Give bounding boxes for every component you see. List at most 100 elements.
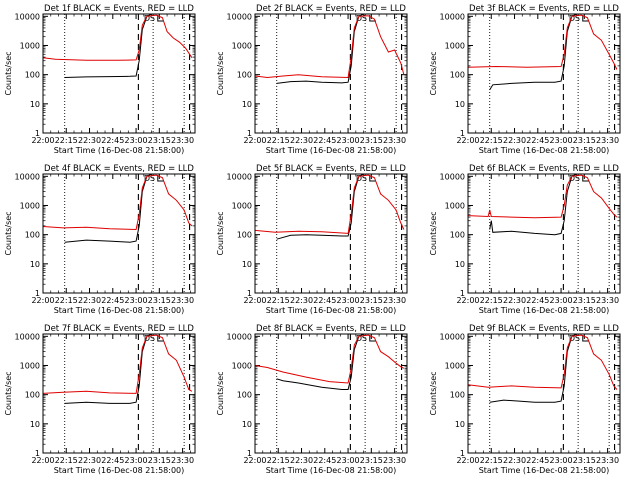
y-tick-label: 10 bbox=[30, 260, 40, 269]
top-marker: D bbox=[356, 14, 362, 23]
y-tick-label: 1000 bbox=[20, 41, 40, 50]
y-tick-label: 10000 bbox=[440, 12, 465, 21]
y-tick-label: 10 bbox=[455, 420, 465, 429]
x-tick-label: 23:00 bbox=[125, 456, 148, 465]
detector-panel: Det 7f BLACK = Events, RED = LLD Counts/s… bbox=[4, 324, 196, 475]
detector-name: Det 9f bbox=[469, 324, 496, 334]
events-series-line bbox=[276, 174, 364, 240]
panel-title: Det 7f BLACK = Events, RED = LLD bbox=[44, 324, 194, 334]
x-axis-label: Start Time (16-Dec-08 21:58:00) bbox=[479, 146, 610, 155]
y-tick-label: 1 bbox=[35, 289, 40, 298]
detector-panel: Det 9f BLACK = Events, RED = LLD Counts/s… bbox=[429, 324, 621, 475]
panel-title: Det 3f BLACK = Events, RED = LLD bbox=[469, 4, 619, 14]
y-tick-label: 10 bbox=[242, 100, 252, 109]
top-marker: S bbox=[362, 14, 367, 23]
legend-text: BLACK = Events, RED = LLD bbox=[495, 324, 619, 334]
y-tick-label: 100 bbox=[450, 391, 465, 400]
x-tick-label: 22:00 bbox=[456, 296, 479, 305]
top-marker: D bbox=[569, 334, 575, 343]
x-tick-label: 23:00 bbox=[337, 296, 360, 305]
legend-text: BLACK = Events, RED = LLD bbox=[70, 324, 194, 334]
plot-frame bbox=[42, 333, 196, 454]
plot-frame bbox=[254, 13, 408, 134]
lld-series-line bbox=[255, 174, 405, 234]
x-tick-label: 23:15 bbox=[573, 136, 596, 145]
lld-series-line bbox=[43, 14, 193, 61]
x-tick-label: 23:30 bbox=[383, 296, 406, 305]
top-bracket-marker bbox=[369, 335, 376, 342]
y-tick-label: 10 bbox=[242, 420, 252, 429]
y-axis-label: Counts/sec bbox=[429, 371, 438, 415]
legend-text: BLACK = Events, RED = LLD bbox=[495, 4, 619, 14]
y-tick-label: 100 bbox=[237, 391, 252, 400]
x-tick-label: 22:00 bbox=[31, 136, 54, 145]
x-tick-label: 23:30 bbox=[171, 136, 194, 145]
x-tick-label: 22:30 bbox=[503, 456, 526, 465]
top-bracket-marker bbox=[582, 335, 589, 342]
x-tick-label: 23:15 bbox=[148, 136, 171, 145]
detector-panel: Det 1f BLACK = Events, RED = LLD Counts/s… bbox=[4, 4, 196, 155]
top-bracket-marker bbox=[157, 335, 164, 342]
plot-frame bbox=[254, 333, 408, 454]
x-tick-label: 22:45 bbox=[101, 296, 124, 305]
x-tick-label: 22:30 bbox=[503, 136, 526, 145]
x-axis-label: Start Time (16-Dec-08 21:58:00) bbox=[266, 466, 397, 475]
lld-series-line bbox=[468, 334, 618, 390]
detector-name: Det 6f bbox=[469, 164, 496, 174]
y-tick-label: 10000 bbox=[15, 12, 40, 21]
x-axis-label: Start Time (16-Dec-08 21:58:00) bbox=[266, 146, 397, 155]
detector-name: Det 7f bbox=[44, 324, 71, 334]
detector-panel: Det 8f BLACK = Events, RED = LLD Counts/s… bbox=[216, 324, 408, 475]
top-marker: S bbox=[575, 174, 580, 183]
x-tick-label: 23:30 bbox=[383, 136, 406, 145]
top-marker: S bbox=[362, 334, 367, 343]
detector-panel: Det 5f BLACK = Events, RED = LLD Counts/s… bbox=[216, 164, 408, 315]
x-tick-label: 23:15 bbox=[360, 456, 383, 465]
x-tick-label: 22:45 bbox=[526, 296, 549, 305]
detector-name: Det 4f bbox=[44, 164, 71, 174]
x-tick-label: 23:15 bbox=[148, 296, 171, 305]
legend-text: BLACK = Events, RED = LLD bbox=[282, 324, 406, 334]
x-tick-label: 22:15 bbox=[55, 296, 78, 305]
events-series-line bbox=[489, 14, 577, 91]
x-tick-label: 23:00 bbox=[125, 296, 148, 305]
detector-name: Det 8f bbox=[256, 324, 283, 334]
y-axis-label: Counts/sec bbox=[4, 371, 13, 415]
top-marker: S bbox=[150, 174, 155, 183]
legend-text: BLACK = Events, RED = LLD bbox=[70, 4, 194, 14]
panel-title: Det 6f BLACK = Events, RED = LLD bbox=[469, 164, 619, 174]
y-axis-label: Counts/sec bbox=[4, 211, 13, 255]
lld-series-line bbox=[255, 334, 405, 384]
y-tick-label: 10 bbox=[30, 100, 40, 109]
y-tick-label: 1 bbox=[247, 289, 252, 298]
legend-text: BLACK = Events, RED = LLD bbox=[282, 164, 406, 174]
x-tick-label: 22:30 bbox=[503, 296, 526, 305]
x-tick-label: 22:30 bbox=[78, 456, 101, 465]
x-tick-label: 22:30 bbox=[290, 456, 313, 465]
legend-text: BLACK = Events, RED = LLD bbox=[70, 164, 194, 174]
y-tick-label: 10000 bbox=[227, 172, 252, 181]
top-marker: D bbox=[356, 174, 362, 183]
events-series-line bbox=[276, 14, 364, 84]
y-tick-label: 1000 bbox=[445, 41, 465, 50]
x-tick-label: 23:30 bbox=[171, 456, 194, 465]
y-axis-label: Counts/sec bbox=[429, 211, 438, 255]
x-tick-label: 22:00 bbox=[456, 136, 479, 145]
y-tick-label: 1 bbox=[247, 449, 252, 458]
panel-title: Det 2f BLACK = Events, RED = LLD bbox=[256, 4, 406, 14]
top-bracket-marker bbox=[582, 175, 589, 182]
legend-text: BLACK = Events, RED = LLD bbox=[282, 4, 406, 14]
y-tick-label: 10000 bbox=[440, 332, 465, 341]
x-tick-label: 22:45 bbox=[101, 136, 124, 145]
y-tick-label: 100 bbox=[237, 231, 252, 240]
x-tick-label: 23:00 bbox=[337, 136, 360, 145]
panel-title: Det 5f BLACK = Events, RED = LLD bbox=[256, 164, 406, 174]
x-tick-label: 23:30 bbox=[171, 296, 194, 305]
top-marker: D bbox=[144, 334, 150, 343]
detector-name: Det 3f bbox=[469, 4, 496, 14]
x-tick-label: 22:00 bbox=[456, 456, 479, 465]
y-tick-label: 1 bbox=[35, 129, 40, 138]
y-tick-label: 1000 bbox=[232, 201, 252, 210]
events-series-line bbox=[489, 334, 577, 403]
